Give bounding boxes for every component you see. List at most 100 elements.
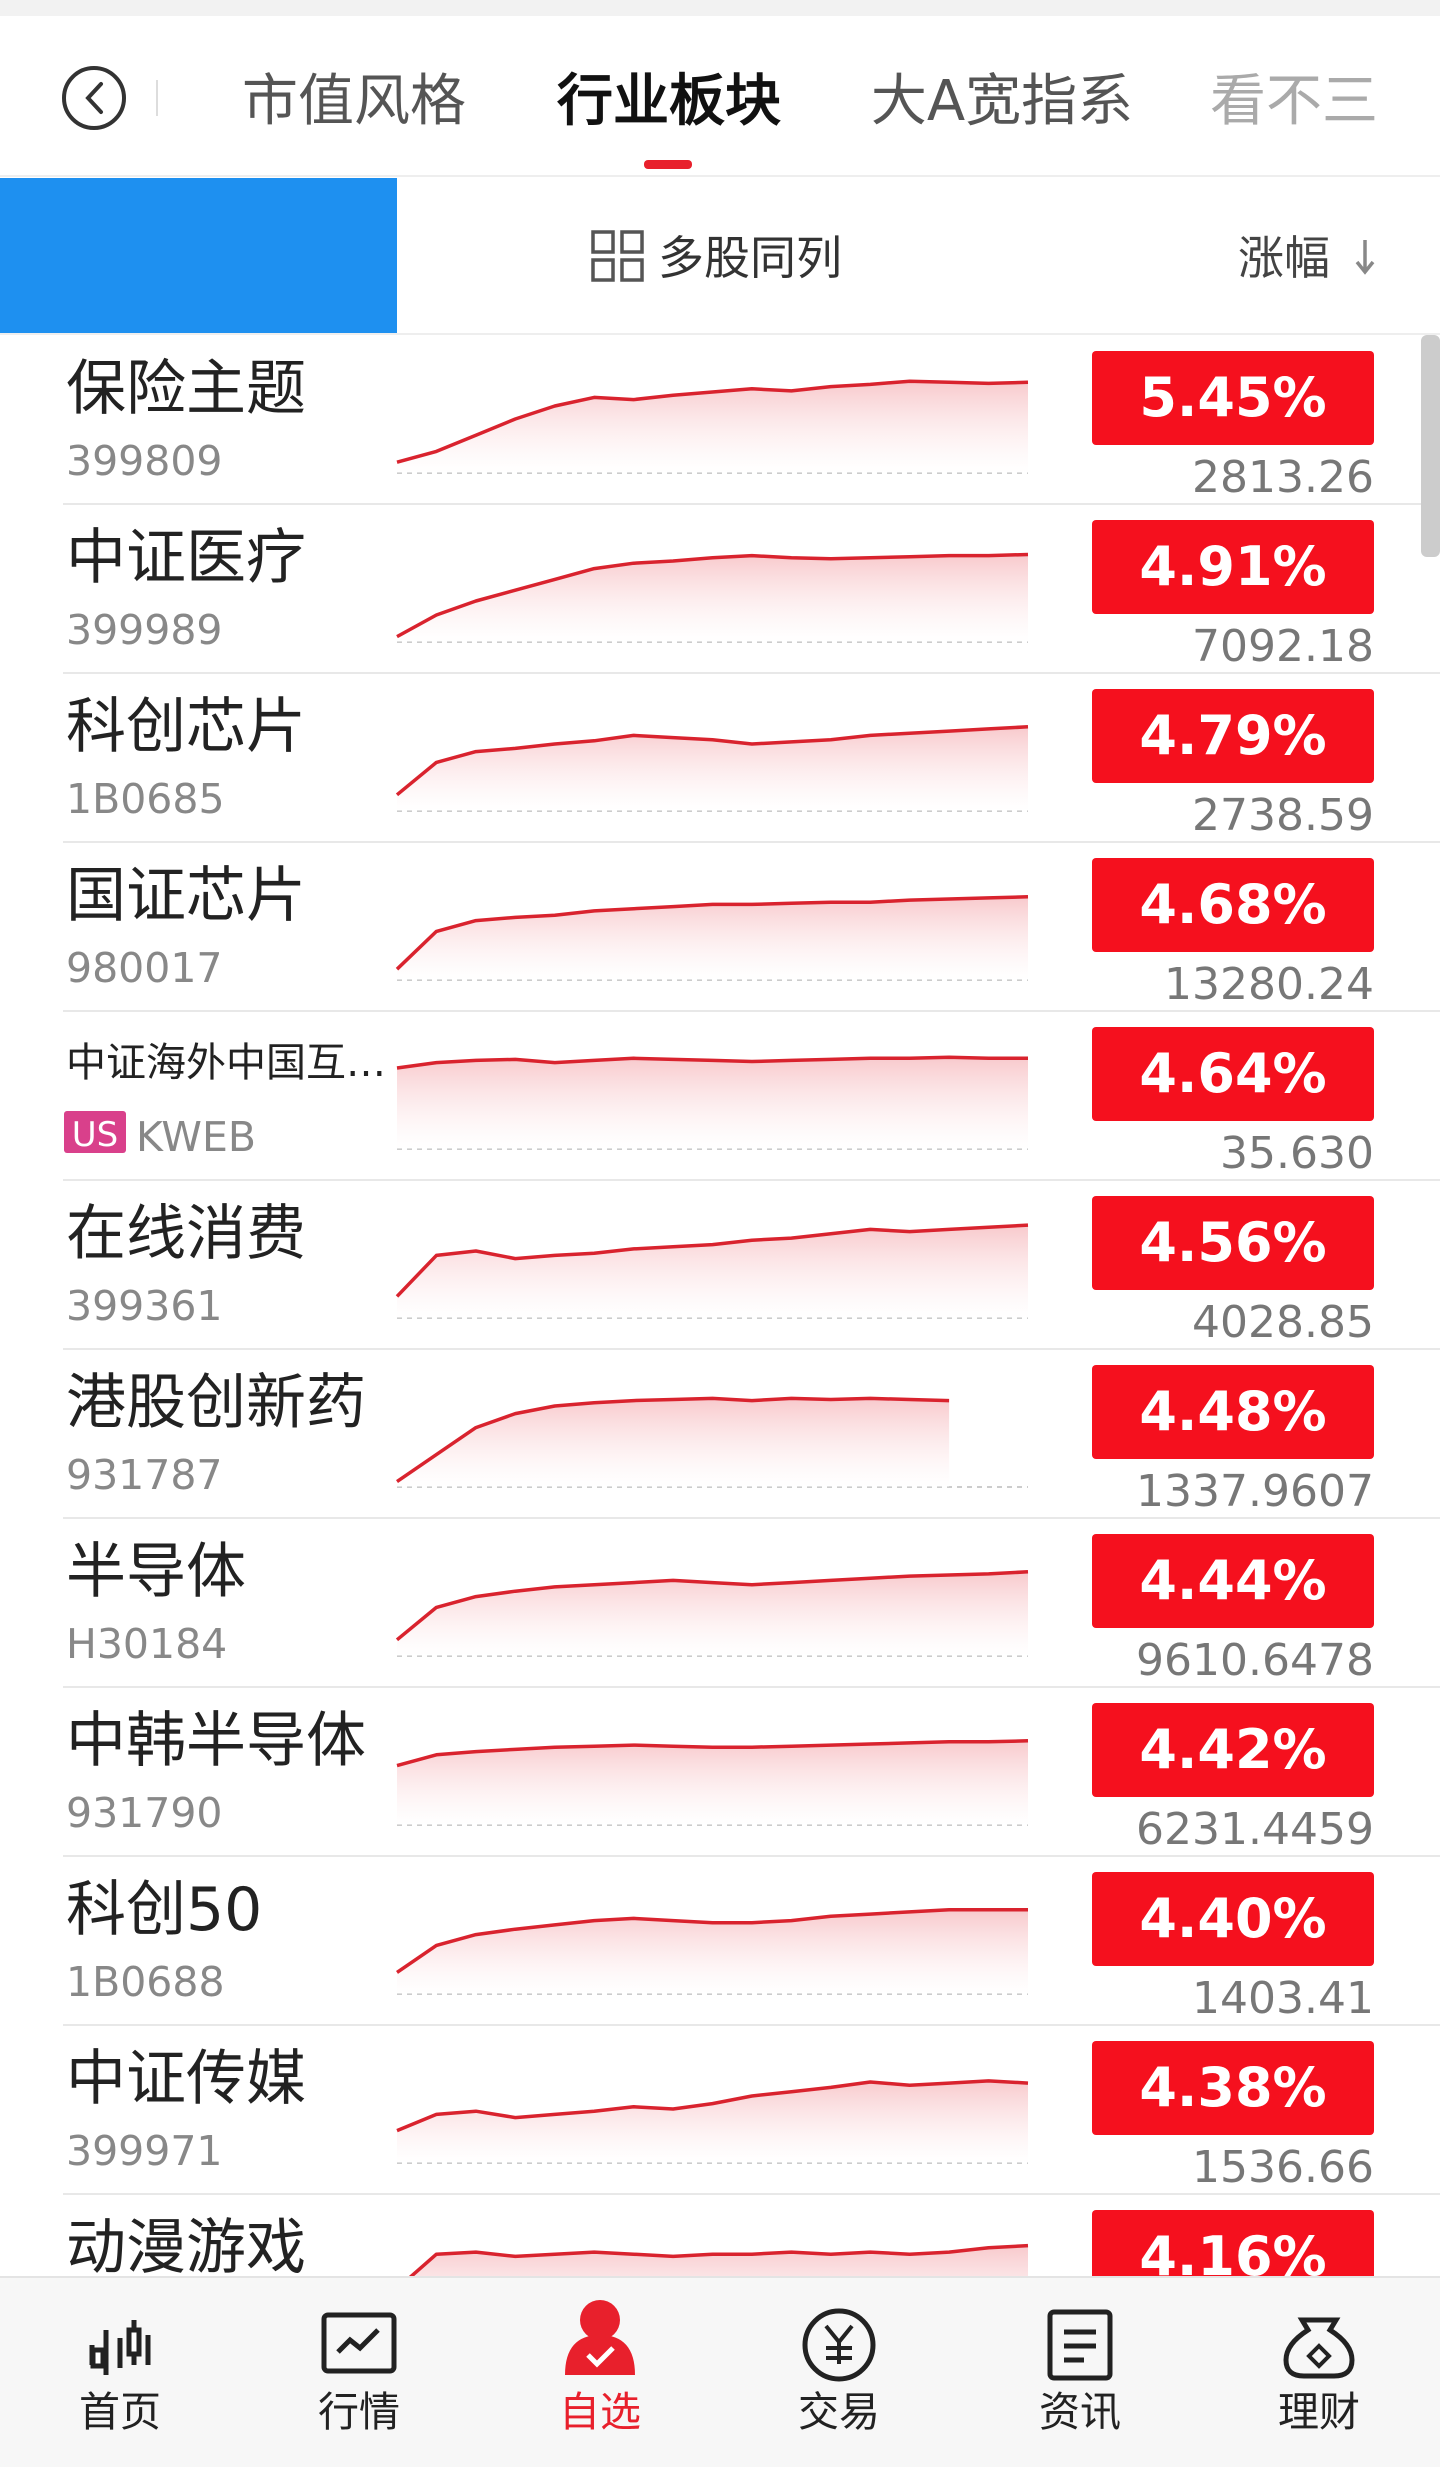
change-badge	[1092, 1365, 1374, 1459]
filter-block[interactable]	[0, 178, 397, 334]
price: 2738.59	[1192, 790, 1374, 841]
compare-icon	[591, 230, 644, 282]
nav-item[interactable]: 交易	[798, 2388, 880, 2436]
row-name: 保险主题	[66, 354, 306, 424]
sparkline-area	[397, 554, 1028, 642]
sparkline	[396, 1055, 1028, 1070]
bottom-nav	[0, 2277, 1440, 2467]
market-tag	[64, 1111, 126, 1153]
sparkline-area	[397, 2080, 1028, 2163]
sparkline	[396, 1396, 950, 1484]
row-name: 科创50	[66, 1875, 262, 1945]
change-value: 4.44%	[1139, 1549, 1326, 1612]
row-name: 半导体	[66, 1537, 246, 1607]
row-name: 港股创新药	[66, 1368, 366, 1438]
change-value: 4.56%	[1139, 1211, 1326, 1274]
change-badge	[1092, 351, 1374, 445]
row-code: 399361	[66, 1282, 223, 1330]
price: 1337.9607	[1136, 1466, 1374, 1517]
change-badge	[1092, 2210, 1374, 2277]
change-badge	[1092, 689, 1374, 783]
sparkline-area	[397, 381, 1028, 473]
list-row[interactable]: 科创芯片 1B0685 4.79% 2738.59	[63, 689, 1440, 843]
sparkline-area	[397, 726, 1028, 811]
row-code: H30184	[66, 1620, 227, 1668]
change-badge	[1092, 858, 1374, 952]
row-name: 国证芯片	[66, 861, 306, 931]
list-row[interactable]: 港股创新药 931787 4.48% 1337.9607	[63, 1365, 1440, 1519]
change-value: 4.68%	[1139, 873, 1326, 936]
list-row[interactable]: 科创50 1B0688 4.40% 1403.41	[63, 1872, 1440, 2026]
change-value: 4.91%	[1139, 535, 1326, 598]
row-code: 399809	[66, 437, 223, 485]
list-row[interactable]: 中证医疗 399989 4.91% 7092.18	[63, 520, 1440, 674]
nav-item[interactable]: 理财	[1278, 2388, 1360, 2436]
change-badge	[1092, 1703, 1374, 1797]
sparkline-area	[397, 1571, 1028, 1656]
change-value: 4.48%	[1139, 1380, 1326, 1443]
row-name: 中韩半导体	[66, 1706, 366, 1776]
sparkline	[396, 552, 1029, 639]
change-value: 4.38%	[1139, 2056, 1326, 2119]
row-name: 动漫游戏	[66, 2213, 306, 2283]
list-row[interactable]: 保险主题 399809 5.45% 2813.26	[63, 351, 1440, 505]
compare-button[interactable]: 多股同列	[658, 231, 842, 285]
price: 1403.41	[1192, 1973, 1374, 2024]
row-name: 中证海外中国互…	[66, 1040, 386, 1086]
sort-arrow	[1355, 240, 1375, 275]
price: 1536.66	[1192, 2142, 1374, 2193]
list-row[interactable]: 中证传媒 399971 4.38% 1536.66	[63, 2041, 1440, 2195]
list-row[interactable]: 中韩半导体 931790 4.42% 6231.4459	[63, 1703, 1440, 1857]
nav-icons	[89, 2300, 1355, 2382]
tab[interactable]: 市值风格	[242, 69, 466, 134]
price: 6231.4459	[1136, 1804, 1374, 1855]
list-row[interactable]: 中证海外中国互… US KWEB 4.64% 35.630	[63, 1027, 1440, 1181]
change-badge	[1092, 1872, 1374, 1966]
row-code: KWEB	[136, 1113, 256, 1161]
nav-item[interactable]: 资讯	[1039, 2388, 1121, 2436]
list-row[interactable]: 国证芯片 980017 4.68% 13280.24	[63, 858, 1440, 1012]
tab[interactable]: 大A宽指系	[871, 69, 1133, 134]
row-name: 中证传媒	[66, 2044, 306, 2114]
sparkline	[396, 379, 1029, 464]
sparkline	[396, 1908, 1028, 1974]
sparkline-area	[397, 1057, 1028, 1149]
price: 9610.6478	[1136, 1635, 1374, 1686]
tab[interactable]: 行业板块	[557, 69, 781, 134]
nav-item[interactable]: 自选	[559, 2388, 641, 2436]
sort-button[interactable]: 涨幅	[1238, 231, 1330, 285]
nav-item[interactable]: 首页	[79, 2388, 161, 2436]
row-code: 931790	[66, 1789, 223, 1837]
change-badge	[1092, 520, 1374, 614]
price: 4028.85	[1192, 1297, 1374, 1348]
list-row[interactable]: 半导体 H30184 4.44% 9610.6478	[63, 1534, 1440, 1688]
price: 2813.26	[1192, 452, 1374, 503]
nav-item[interactable]: 行情	[318, 2388, 400, 2436]
sparkline	[395, 895, 1029, 971]
row-code: 399971	[66, 2127, 223, 2175]
tab-indicator	[644, 160, 692, 169]
change-badge	[1092, 2041, 1374, 2135]
change-value: 4.64%	[1139, 1042, 1326, 1105]
sparkline	[395, 1223, 1029, 1298]
sparkline-area	[397, 1909, 1028, 1994]
sparkline-area	[397, 896, 1028, 980]
sparkline-area	[397, 1740, 1028, 1825]
row-code: 1B0685	[66, 775, 225, 823]
row-name: 在线消费	[66, 1199, 306, 1269]
row-code: 980017	[66, 944, 223, 992]
market-tag-label: US	[72, 1115, 118, 1155]
status-strip	[0, 0, 1440, 16]
tab[interactable]: 看不三	[1210, 69, 1378, 134]
row-name: 中证医疗	[66, 523, 306, 593]
sparkline-area	[397, 1225, 1028, 1318]
list-row[interactable]: 在线消费 399361 4.56% 4028.85	[63, 1196, 1440, 1350]
sparkline	[407, 2243, 1029, 2277]
change-value: 4.79%	[1139, 704, 1326, 767]
row-code: 931787	[66, 1451, 223, 1499]
list-row[interactable]: 动漫游戏 4.16%	[63, 2210, 1440, 2363]
back-button[interactable]	[62, 66, 126, 130]
sparkline	[396, 1739, 1029, 1768]
row-code: 399989	[66, 606, 223, 654]
change-badge	[1092, 1027, 1374, 1121]
